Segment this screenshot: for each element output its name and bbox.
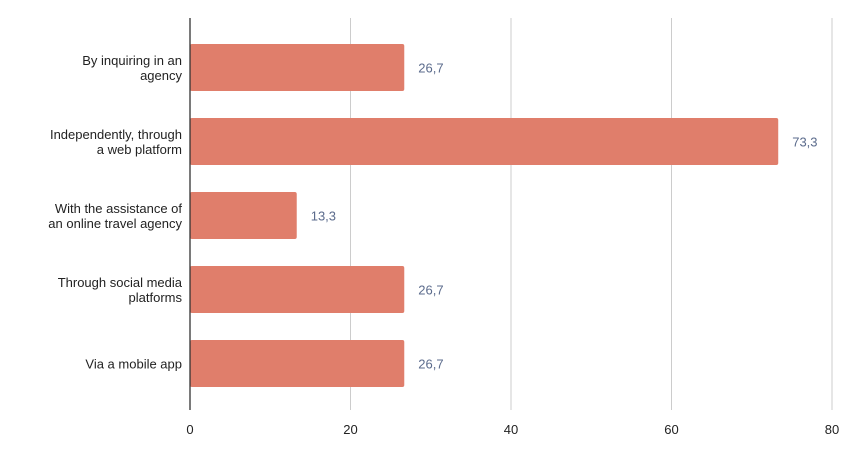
bars bbox=[190, 44, 779, 387]
bar bbox=[190, 266, 405, 313]
x-tick-label: 0 bbox=[186, 422, 193, 437]
x-tick-label: 20 bbox=[343, 422, 357, 437]
category-label: With the assistance of an online travel a… bbox=[48, 201, 182, 231]
data-label: 26,7 bbox=[418, 61, 443, 76]
bar bbox=[190, 192, 297, 239]
bar bbox=[190, 340, 405, 387]
data-label: 26,7 bbox=[418, 357, 443, 372]
data-label: 13,3 bbox=[311, 209, 336, 224]
gridlines bbox=[350, 18, 833, 410]
labels: 0 20 40 60 80 26,7 By inquiring in an agency 73,… bbox=[48, 53, 839, 437]
category-label: Independently, through a web platform bbox=[50, 127, 182, 157]
x-tick-label: 40 bbox=[504, 422, 518, 437]
bar bbox=[190, 118, 779, 165]
category-label: Through social media platforms bbox=[58, 275, 183, 305]
category-label: By inquiring in an agency bbox=[82, 53, 182, 83]
x-tick-label: 60 bbox=[664, 422, 678, 437]
bar bbox=[190, 44, 405, 91]
data-label: 26,7 bbox=[418, 283, 443, 298]
x-tick-label: 80 bbox=[825, 422, 839, 437]
data-label: 73,3 bbox=[792, 135, 817, 150]
category-label: Via a mobile app bbox=[85, 357, 182, 372]
